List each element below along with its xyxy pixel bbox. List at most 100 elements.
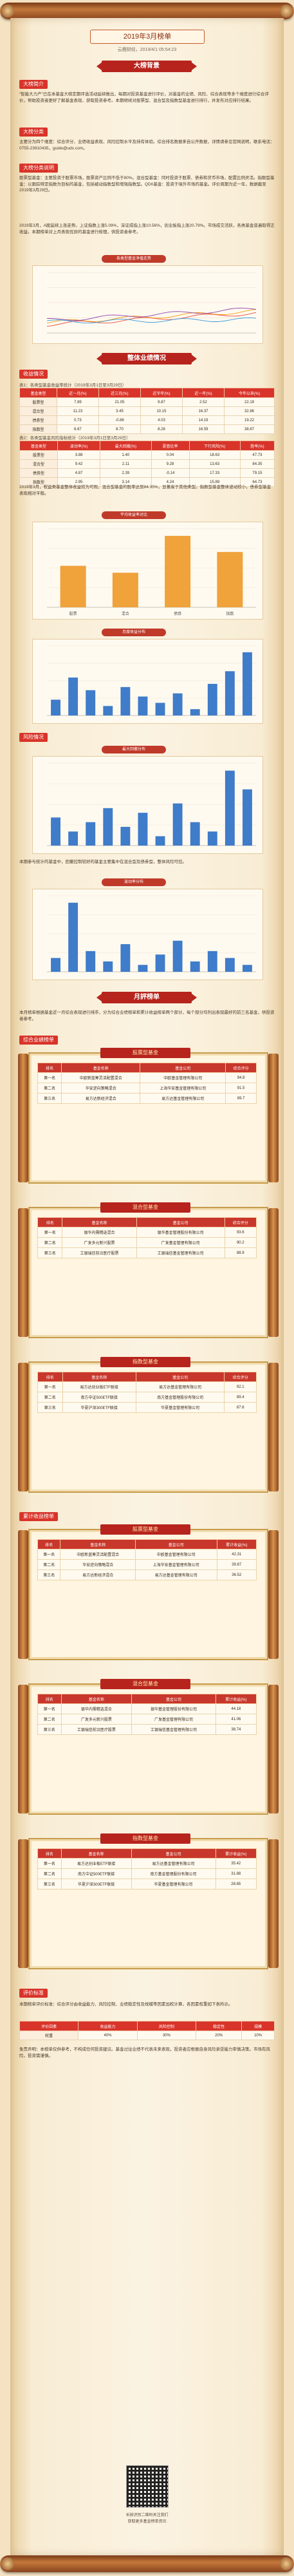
chart4-bar (32, 756, 263, 854)
scroll-end-left (18, 1685, 28, 1814)
intro-paragraph-2: 主要分为四个维度：综合评分、业绩收益表现、风险控制水平及持有体验。综合排名数据来… (19, 140, 275, 151)
table-cell: 4.87 (57, 468, 101, 478)
bar (51, 699, 60, 715)
table-cell: 2.11 (100, 459, 152, 469)
chart2-bar: 股票 混合 债券 指数 (32, 522, 263, 620)
rank-header-cell: 基金名称 (60, 1539, 136, 1549)
rank-cell: 银华基金管理股份有限公司 (131, 1703, 216, 1714)
rank-cell: 中欧新蓝筹灵活配置混合 (61, 1072, 141, 1083)
rank-header-cell: 基金公司 (136, 1217, 225, 1227)
rank-cell: 华夏沪深300ETF联接 (62, 1402, 136, 1413)
rank-header-cell: 综合评分 (224, 1372, 257, 1382)
table-cell: 10% (241, 2031, 275, 2040)
qr-label-1: 长按识别二维码关注我们 (125, 2514, 169, 2517)
rank-row: 第一名 易方达创业板ETF联接 易方达基金管理有限公司 92.1 (37, 1381, 257, 1392)
table-cell: 19.22 (224, 415, 275, 425)
rank-cell: 工银瑞信基金管理有限公司 (131, 1724, 216, 1735)
table-cell: 3.88 (57, 450, 101, 460)
rank-frame-title: 股票型基金 (100, 1524, 190, 1535)
rank-cell: 第三名 (37, 1569, 61, 1580)
bar (243, 965, 252, 972)
bar (225, 770, 235, 846)
chart3-svg (47, 645, 256, 716)
scroll-end-right (268, 1685, 279, 1814)
rank-cell: 93.6 (224, 1227, 257, 1238)
rank-cell: 第一名 (37, 1703, 62, 1714)
table-cell: 16.37 (181, 406, 225, 416)
table-header-cell: 近一月(%) (56, 388, 99, 398)
table-cell: -0.14 (151, 468, 190, 478)
scroll-end-right (268, 1530, 279, 1659)
rank-frame-title: 混合型基金 (100, 1202, 190, 1213)
rank-cell: 41.06 (215, 1714, 257, 1725)
scroll-top-roller (0, 3, 294, 19)
rank-cell: 第二名 (37, 1714, 62, 1725)
rank-cell: 第三名 (37, 1879, 62, 1889)
rank-row: 第一名 中欧新蓝筹灵活配置混合 中欧基金管理有限公司 94.8 (37, 1072, 257, 1083)
table-header-cell: 今年以来(%) (224, 388, 275, 398)
bar (172, 803, 183, 846)
bar (138, 813, 148, 846)
table-cell: 9.42 (57, 459, 101, 469)
table-cell: 64.73 (239, 477, 275, 487)
rank-cell: 第三名 (37, 1724, 62, 1735)
rank-cell: 易方达基金管理有限公司 (134, 1569, 217, 1580)
table-cell: 1.40 (100, 450, 152, 460)
rank-cell: 易方达基金管理有限公司 (135, 1381, 225, 1392)
chart5-bar (32, 889, 263, 980)
bar (120, 826, 131, 846)
rank-cell: 第一名 (37, 1227, 63, 1238)
chart5-svg (47, 895, 256, 972)
bar (207, 683, 217, 715)
table-cell: 股票型 (19, 397, 57, 407)
table-cell: 15.89 (188, 477, 241, 487)
bar (225, 958, 235, 972)
rank-cell: 第三名 (37, 1093, 62, 1104)
table-cell: 0.73 (56, 415, 99, 425)
table-cell: 债券型 (19, 468, 58, 478)
table-cell: 84.35 (239, 459, 275, 469)
rank-cell: 南方基金管理股份有限公司 (131, 1868, 216, 1879)
rank-cell: 银华内需精选混合 (62, 1227, 137, 1238)
table-cell: 79.15 (239, 468, 275, 478)
table-header-cell: 风险控制 (136, 2021, 197, 2031)
rank-cell: 89.7 (225, 1093, 257, 1104)
table-cell: 债券型 (19, 415, 57, 425)
table-cell: 4.03 (140, 415, 183, 425)
scroll-end-right (268, 1054, 279, 1182)
table-cell: 21.05 (98, 397, 141, 407)
tag-cumulative-ranking: 累计收益榜单 (19, 1512, 58, 1521)
qr-code[interactable] (126, 2465, 169, 2508)
series-line (46, 312, 257, 327)
rank-cell: 28.65 (215, 1879, 257, 1889)
table-cell: 20% (196, 2031, 243, 2040)
rank-header-cell: 综合评分 (224, 1217, 257, 1227)
table-cell: 22.19 (224, 397, 275, 407)
returns-table: 基金类型 近一月(%) 近三月(%) 近半年(%) 近一年(%) 今年以来(%) 股票型 7.… (19, 388, 275, 434)
table-cell: 权重 (19, 2031, 79, 2040)
table-cell: 18.63 (188, 450, 241, 460)
rank-row: 第一名 银华内需精选混合 银华基金管理股份有限公司 93.6 (37, 1227, 257, 1238)
rank-cell: 44.18 (215, 1703, 257, 1714)
rank-cell: 90.2 (224, 1237, 257, 1248)
scroll-end-right (268, 1839, 279, 1968)
table-header-cell: 规模 (241, 2021, 275, 2031)
rank-cell: 92.1 (224, 1381, 257, 1392)
table-cell: 16.59 (181, 424, 225, 434)
rank-cell: 广发基金管理有限公司 (131, 1714, 216, 1725)
rank-table: 排名 基金名称 基金公司 累计收益(%) 第一名 中欧新蓝筹灵活配置混合 中欧基金管理有限公… (37, 1539, 257, 1580)
rank-cell: 第一名 (37, 1072, 62, 1083)
rank-cell: 广发基金管理有限公司 (136, 1237, 225, 1248)
bar (190, 709, 200, 715)
bar (103, 808, 113, 846)
rank-row: 第一名 中欧新蓝筹灵活配置混合 中欧基金管理有限公司 42.31 (37, 1549, 257, 1560)
rank-cell: 工银瑞信基金管理有限公司 (136, 1247, 225, 1258)
table-header-row: 基金类型 近一月(%) 近三月(%) 近半年(%) 近一年(%) 今年以来(%) (19, 388, 275, 398)
table-row: 债券型 4.87 2.39 -0.14 17.33 79.15 (19, 468, 275, 478)
table-header-cell: 夏普比率 (151, 440, 190, 451)
table-cell: 3.45 (98, 406, 141, 416)
bar (172, 693, 183, 715)
chart1-line (32, 265, 263, 344)
scroll-end-right (268, 1363, 279, 1492)
bar (225, 671, 235, 715)
